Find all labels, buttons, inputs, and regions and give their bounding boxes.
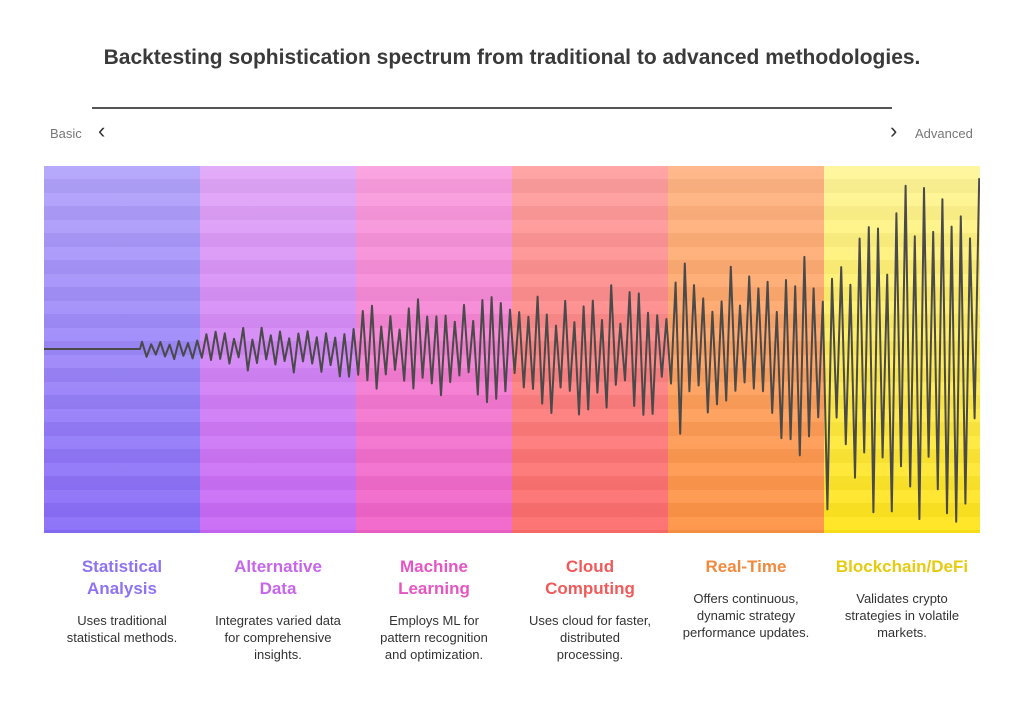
stage-title: Cloud Computing — [545, 557, 635, 598]
stage-title: Statistical Analysis — [81, 557, 163, 598]
advanced-label: Advanced — [915, 126, 973, 141]
spectrum-rule — [92, 107, 892, 109]
signal-waveform — [44, 178, 980, 523]
stage-title: Blockchain/DeFi — [835, 557, 969, 576]
stage-title: Alternative Data — [234, 557, 322, 598]
stage-6: Blockchain/DeFi Validates crypto strategi… — [824, 556, 980, 641]
chevron-right-icon: › — [890, 118, 898, 143]
stage-3: Machine Learning Employs ML for pattern r… — [356, 556, 512, 663]
stage-5: Real-Time Offers continuous, dynamic stra… — [668, 556, 824, 641]
stage-description: Employs ML for pattern recognition and o… — [380, 613, 488, 662]
stage-description: Uses cloud for faster, distributed proce… — [528, 613, 652, 662]
stage-title: Machine Learning — [398, 557, 470, 598]
waveform-line — [44, 178, 980, 523]
stage-title: Real-Time — [705, 557, 787, 576]
band-2 — [200, 166, 356, 533]
stage-2: Alternative Data Integrates varied data f… — [200, 556, 356, 663]
band-4 — [512, 166, 668, 533]
stage-4: Cloud Computing Uses cloud for faster, di… — [512, 556, 668, 663]
stage-description: Validates crypto strategies in volatile … — [844, 591, 960, 640]
stage-description: Integrates varied data for comprehensive… — [215, 613, 341, 662]
band-5 — [668, 166, 824, 533]
stage-description: Uses traditional statistical methods. — [66, 613, 178, 645]
chevron-left-icon: ‹ — [98, 118, 106, 143]
stage-description: Offers continuous, dynamic strategy perf… — [682, 591, 810, 640]
page-title: Backtesting sophistication spectrum from… — [103, 46, 921, 69]
basic-label: Basic — [50, 126, 82, 141]
stage-1: Statistical Analysis Uses traditional sta… — [44, 556, 200, 646]
